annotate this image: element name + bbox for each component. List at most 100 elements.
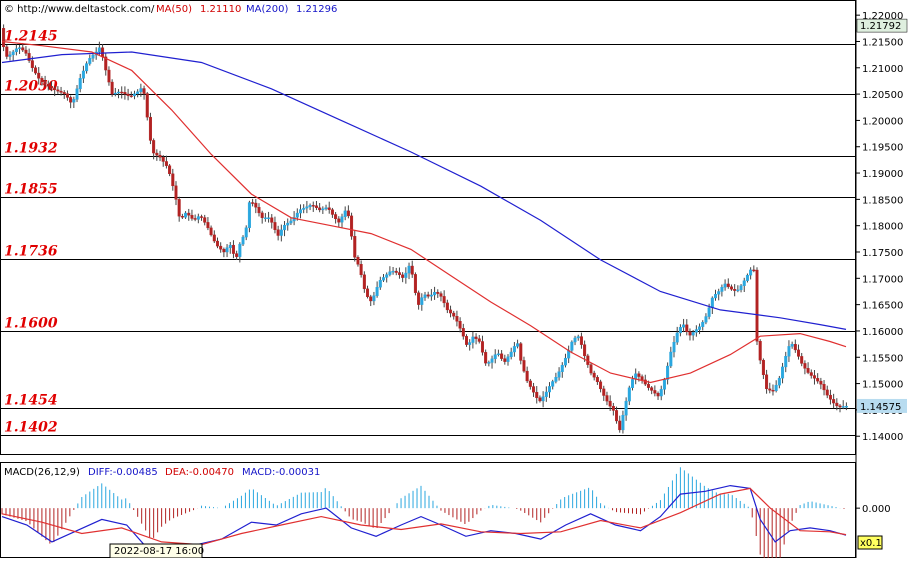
candle-200 [640, 374, 644, 384]
candle-128 [410, 260, 414, 278]
candle-body-132 [423, 294, 427, 298]
y-tick-label-14: 1.15000 [862, 380, 903, 391]
candle-122 [391, 267, 395, 275]
candle-196 [627, 385, 631, 406]
candle-96 [308, 203, 312, 211]
candle-body-238 [761, 359, 765, 376]
candle-body-70 [225, 247, 229, 253]
candle-body-36 [117, 91, 121, 94]
candle-63 [203, 214, 207, 226]
y-tick-label-10: 1.17000 [862, 274, 903, 285]
candle-25 [81, 65, 85, 83]
candle-239 [765, 369, 769, 394]
macd-dea-label: DEA:-0.00470 [165, 467, 234, 478]
candle-body-196 [627, 387, 631, 402]
candle-33 [107, 66, 111, 86]
candle-20 [65, 90, 69, 101]
candle-body-141 [452, 312, 456, 317]
candle-136 [436, 289, 440, 298]
candle-body-18 [59, 90, 63, 93]
candle-body-81 [260, 212, 264, 218]
ma200-value: 1.21296 [296, 4, 337, 15]
candle-24 [78, 73, 82, 93]
candle-body-37 [120, 91, 124, 94]
candle-body-179 [573, 337, 577, 343]
candle-28 [91, 53, 95, 62]
candle-58 [187, 208, 191, 221]
zoom-label[interactable]: x0.1 [860, 538, 882, 549]
candle-45 [145, 91, 149, 121]
candle-body-178 [570, 341, 574, 351]
candle-body-44 [142, 88, 146, 94]
candle-body-24 [78, 78, 82, 90]
candle-body-11 [37, 72, 41, 79]
candle-180 [576, 334, 580, 341]
candle-67 [215, 237, 219, 249]
candle-10 [34, 65, 38, 75]
candle-body-73 [235, 253, 239, 257]
candle-body-259 [828, 394, 832, 400]
candle-body-104 [334, 214, 338, 220]
candle-124 [397, 267, 401, 279]
candle-body-65 [209, 227, 213, 236]
candle-body-112 [359, 264, 363, 276]
candle-body-209 [669, 351, 673, 367]
candle-body-63 [203, 217, 207, 223]
candle-body-62 [200, 216, 204, 218]
candle-body-52 [168, 165, 172, 175]
candle-body-217 [694, 329, 698, 333]
candle-body-190 [608, 400, 612, 407]
candle-148 [474, 333, 478, 345]
candle-body-110 [353, 236, 357, 258]
candle-body-102 [327, 207, 331, 210]
candle-body-78 [251, 202, 255, 204]
candle-body-202 [646, 383, 650, 388]
candle-body-225 [720, 287, 724, 292]
level-label-4: 1.1736 [4, 244, 58, 260]
candle-68 [219, 242, 223, 253]
candle-188 [602, 385, 606, 401]
candle-263 [841, 400, 845, 410]
candle-body-255 [816, 378, 820, 382]
candle-100 [321, 206, 325, 214]
candle-body-74 [238, 243, 242, 257]
candle-53 [171, 168, 175, 191]
candle-body-101 [324, 207, 328, 210]
candle-111 [356, 255, 360, 267]
candle-body-108 [346, 210, 350, 217]
candle-body-56 [180, 216, 184, 218]
candle-230 [736, 285, 740, 293]
candle-64 [206, 217, 210, 231]
macd-zero-label: 0.000 [862, 504, 891, 515]
candle-body-213 [682, 324, 686, 328]
candle-body-54 [174, 185, 178, 200]
candle-body-76 [244, 227, 248, 238]
candle-235 [752, 265, 756, 273]
candle-129 [413, 272, 417, 296]
candle-body-69 [222, 248, 226, 253]
candle-115 [369, 294, 373, 307]
candle-40 [129, 91, 133, 98]
candle-body-79 [254, 202, 258, 208]
candle-105 [337, 216, 341, 228]
candle-194 [621, 410, 625, 434]
candle-114 [366, 285, 370, 299]
candle-body-164 [525, 370, 529, 382]
candle-body-130 [417, 292, 421, 305]
candle-body-192 [615, 410, 619, 422]
zoom-box[interactable] [857, 535, 883, 550]
candle-158 [506, 354, 510, 366]
candle-126 [404, 267, 408, 284]
candle-body-194 [621, 414, 625, 431]
candle-15 [49, 81, 53, 92]
macd-value-label: MACD:-0.00031 [242, 467, 320, 478]
candle-103 [330, 207, 334, 218]
candle-body-68 [219, 245, 223, 250]
candle-body-26 [85, 63, 89, 72]
y-tick-label-3: 1.20500 [862, 90, 903, 101]
candle-159 [509, 347, 513, 360]
candle-212 [678, 324, 682, 337]
macd-dea-line [1, 487, 847, 546]
candle-body-144 [461, 328, 465, 337]
